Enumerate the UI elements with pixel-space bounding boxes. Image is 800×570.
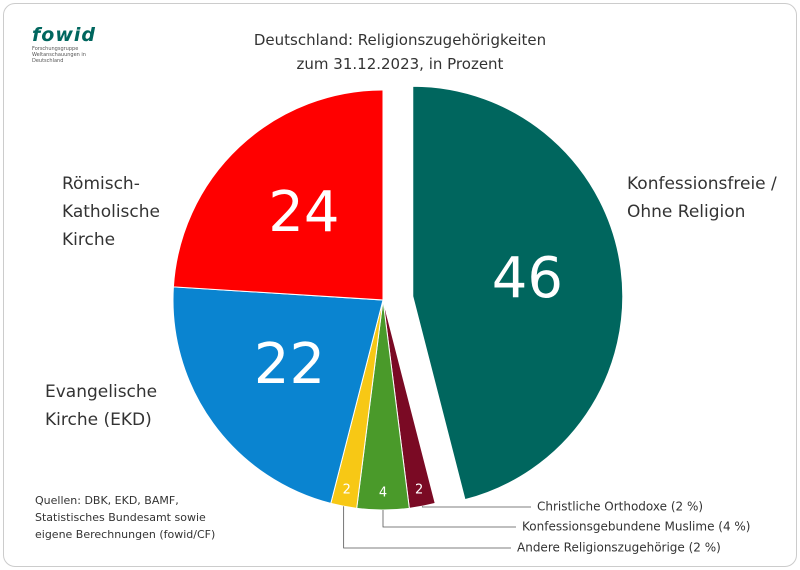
- logo-name: fowid: [32, 24, 96, 46]
- category-label: Christliche Orthodoxe (2 %): [537, 500, 703, 514]
- chart-title: Deutschland: Religionszugehörigkeiten zu…: [253, 31, 547, 73]
- leader-line: [421, 506, 531, 508]
- value-label: 2: [343, 482, 351, 497]
- value-label: 4: [379, 486, 387, 501]
- logo-subtitle: Forschungsgruppe Weltanschauungen in Deu…: [32, 46, 86, 64]
- category-label: Konfessionsgebundene Muslime (4 %): [522, 520, 750, 534]
- leader-line: [343, 506, 511, 549]
- source-note: Quellen: DBK, EKD, BAMF, Statistisches B…: [35, 494, 216, 541]
- pie-slice: [172, 286, 384, 505]
- logo: fowid Forschungsgruppe Weltanschauungen …: [32, 24, 102, 64]
- category-label: Römisch-Katholische Kirche: [62, 174, 160, 250]
- value-label: 46: [492, 246, 563, 311]
- category-label: Andere Religionszugehörige (2 %): [517, 541, 721, 555]
- value-label: 24: [268, 180, 339, 245]
- leader-line: [382, 510, 516, 528]
- value-label: 2: [415, 482, 423, 497]
- frame: [3, 3, 797, 567]
- pie-slice: [172, 89, 384, 301]
- pie-slice: [412, 85, 624, 501]
- value-label: 22: [254, 332, 325, 397]
- category-label: Konfessionsfreie / Ohne Religion: [627, 174, 777, 222]
- category-label: Evangelische Kirche (EKD): [45, 382, 158, 430]
